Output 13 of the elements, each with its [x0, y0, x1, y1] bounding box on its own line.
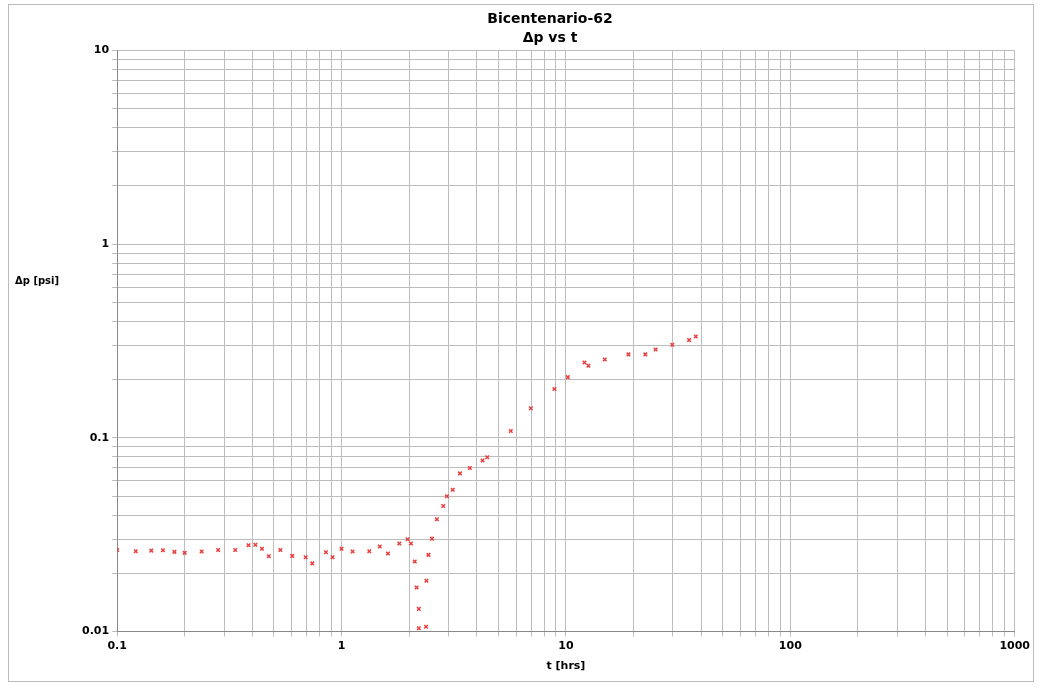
x-tick-label: 1: [337, 639, 346, 653]
y-tick-label: 0.01: [82, 624, 110, 638]
x-tick-label: 0.1: [107, 639, 127, 653]
y-axis-title: Δp [psi]: [15, 274, 60, 286]
y-tick-label: 0.1: [89, 430, 110, 444]
y-tick-label: 10: [93, 43, 110, 57]
y-tick-label: 1: [101, 237, 110, 251]
chart-subtitle: Δp vs t: [522, 28, 578, 45]
x-tick-label: 1000: [999, 639, 1031, 653]
chart-title: Bicentenario-62: [487, 10, 613, 27]
x-tick-label: 100: [778, 639, 803, 653]
x-axis-title: t [hrs]: [546, 659, 586, 673]
x-tick-label: 10: [558, 639, 574, 653]
